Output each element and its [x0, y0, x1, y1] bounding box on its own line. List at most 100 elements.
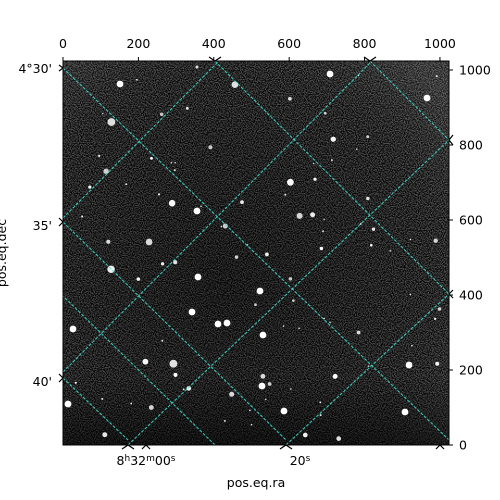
star — [287, 178, 294, 186]
right-tick-label: 1000 — [459, 63, 491, 78]
star — [240, 200, 244, 204]
star — [330, 136, 336, 142]
star — [322, 230, 324, 233]
star — [359, 223, 362, 225]
star — [136, 78, 138, 81]
grid-line — [369, 61, 449, 141]
star — [265, 252, 269, 257]
star — [357, 74, 360, 77]
star — [116, 80, 124, 88]
dec-tick-label: 40' — [33, 374, 52, 389]
star — [264, 398, 267, 401]
star — [185, 106, 189, 110]
coordinate-grid — [63, 61, 449, 445]
star — [222, 223, 228, 229]
star — [329, 321, 331, 324]
grid-line — [63, 61, 373, 373]
star — [437, 307, 442, 311]
star — [102, 432, 108, 438]
star — [284, 193, 287, 196]
star — [313, 177, 317, 181]
star — [74, 381, 77, 384]
star — [168, 199, 176, 207]
star — [288, 96, 292, 101]
ra-tick-label: 8h32m00s — [117, 453, 176, 468]
world-tick-mark — [363, 56, 377, 62]
star — [107, 118, 116, 126]
world-tick-mark — [448, 289, 454, 299]
star — [435, 361, 440, 366]
star — [195, 65, 199, 69]
grid-line — [63, 67, 449, 441]
star — [193, 207, 201, 215]
star — [157, 193, 161, 196]
star — [319, 414, 322, 417]
world-tick-mark — [279, 444, 293, 450]
star — [323, 317, 326, 320]
star — [336, 436, 342, 441]
world-tick-mark — [58, 373, 64, 383]
star — [312, 162, 315, 165]
star — [435, 75, 438, 78]
right-tick-label: 800 — [459, 138, 483, 153]
star — [186, 386, 192, 391]
star — [433, 238, 438, 243]
star — [182, 388, 185, 391]
top-pixel-axis: 0 200 400 600 800 1000 — [59, 36, 456, 61]
dec-tick-label: 35' — [33, 218, 52, 233]
star — [367, 365, 370, 368]
star — [405, 361, 413, 369]
y-axis-title: pos.eq.dec — [0, 219, 9, 287]
star — [258, 382, 266, 390]
star — [173, 372, 178, 377]
star — [249, 409, 251, 412]
star — [174, 161, 176, 164]
star — [148, 405, 154, 410]
world-tick-mark — [141, 444, 151, 450]
star — [310, 212, 316, 218]
star — [323, 218, 325, 221]
star — [161, 339, 164, 342]
star — [159, 112, 164, 116]
star — [370, 243, 373, 247]
star — [366, 196, 370, 201]
star — [188, 308, 196, 316]
top-tick-label: 600 — [277, 36, 301, 51]
world-tick-mark — [58, 217, 64, 227]
world-tick-mark — [121, 444, 135, 450]
star — [319, 401, 322, 404]
star — [292, 299, 295, 302]
star — [389, 249, 392, 252]
top-tick-label: 200 — [126, 36, 150, 51]
star — [267, 382, 272, 386]
x-axis-title: pos.eq.ra — [227, 475, 285, 490]
star — [401, 408, 409, 416]
grid-line — [285, 293, 449, 445]
star — [130, 402, 133, 405]
right-pixel-axis: 0 200 400 600 800 1000 — [449, 63, 491, 453]
ra-tick-labels: 8h32m00s 20s — [117, 453, 311, 468]
star — [173, 169, 176, 172]
star — [223, 419, 226, 422]
grid-line — [63, 295, 216, 445]
star — [326, 70, 334, 78]
star — [103, 168, 109, 174]
star — [259, 331, 267, 339]
star — [296, 212, 303, 219]
star — [101, 397, 104, 400]
star — [231, 81, 239, 89]
top-tick-label: 800 — [353, 36, 377, 51]
grid-line — [63, 221, 287, 441]
star — [423, 94, 431, 102]
star — [289, 388, 292, 390]
star — [409, 293, 412, 296]
star — [173, 260, 178, 265]
stars — [64, 65, 442, 441]
grid-line — [63, 377, 129, 441]
image-bottom-fade — [63, 61, 449, 445]
star — [220, 225, 223, 228]
star — [234, 255, 239, 259]
top-tick-label: 0 — [59, 36, 67, 51]
star — [98, 154, 101, 157]
